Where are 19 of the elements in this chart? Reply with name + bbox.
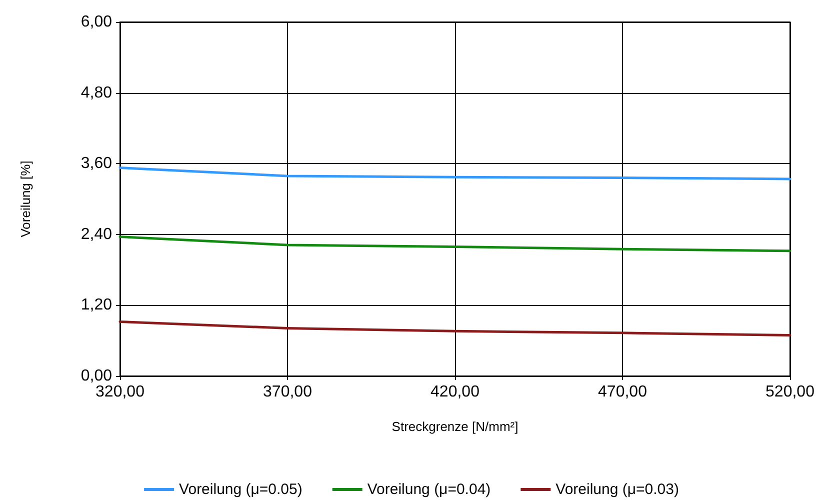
x-tick-label: 520,00 <box>766 384 815 400</box>
y-tick-label: 1,20 <box>80 296 112 314</box>
line-series <box>118 166 792 180</box>
line-series <box>118 320 792 337</box>
x-tick-label: 370,00 <box>263 384 312 400</box>
x-tick-label: 420,00 <box>430 384 480 400</box>
x-tick-label: 470,00 <box>598 384 648 400</box>
y-tick-label: 4,80 <box>80 84 112 102</box>
y-tick-label: 2,40 <box>80 226 112 243</box>
legend-label: Voreilung (μ=0.04) <box>367 481 491 498</box>
x-tick-label: 320,00 <box>96 384 145 400</box>
x-axis-title: Streckgrenze [N/mm²] <box>392 419 518 434</box>
y-axis-title: Voreilung [%] <box>18 160 33 238</box>
line-series <box>118 236 792 252</box>
y-tick-label: 3,60 <box>80 155 112 172</box>
legend-label: Voreilung (μ=0.03) <box>556 481 679 498</box>
y-tick-label: 6,00 <box>80 14 112 30</box>
legend-label: Voreilung (μ=0.05) <box>179 481 302 498</box>
y-tick-label: 0,00 <box>80 368 112 384</box>
